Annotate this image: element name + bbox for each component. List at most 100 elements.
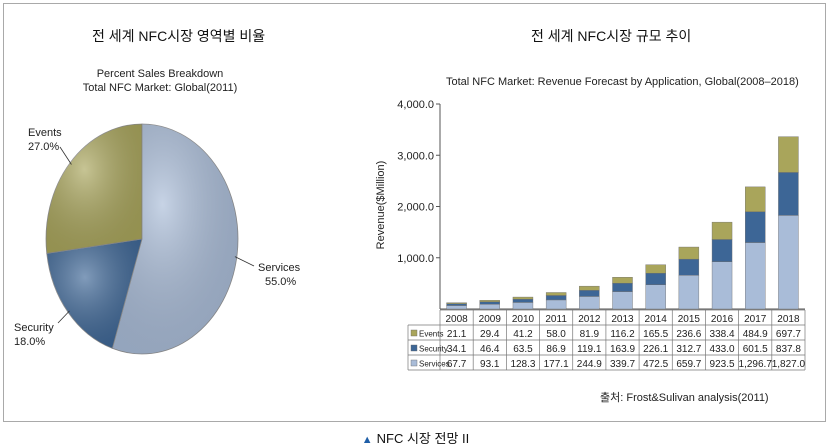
bar-security-2016 bbox=[711, 239, 733, 262]
legend-swatch-security bbox=[410, 344, 418, 352]
bar-events-2008 bbox=[446, 302, 467, 304]
data-label-services: 128.3 bbox=[510, 359, 535, 370]
data-label-services: 659.7 bbox=[676, 359, 701, 370]
data-label-security: 34.1 bbox=[447, 344, 467, 355]
y-tick-label: 4,000.0 bbox=[397, 99, 434, 111]
data-label-events: 338.4 bbox=[710, 329, 735, 340]
bar-events-2010 bbox=[512, 296, 534, 300]
bar-security-2012 bbox=[579, 290, 600, 297]
legend-swatch-events bbox=[410, 329, 418, 337]
data-label-services: 93.1 bbox=[480, 359, 500, 370]
pie-slice-shade-services bbox=[112, 124, 239, 354]
bar-services-2012 bbox=[579, 296, 600, 310]
x-tick-label: 2013 bbox=[611, 314, 634, 325]
source-note: 출처: Frost&Sulivan analysis(2011) bbox=[600, 392, 769, 404]
bar-security-2014 bbox=[645, 272, 666, 285]
bar-events-2011 bbox=[545, 292, 567, 296]
legend-label-security: Security bbox=[419, 345, 448, 354]
x-tick-label: 2015 bbox=[678, 314, 701, 325]
x-tick-label: 2010 bbox=[512, 314, 535, 325]
x-tick-label: 2016 bbox=[711, 314, 734, 325]
data-label-services: 923.5 bbox=[710, 359, 735, 370]
bar-events-2009 bbox=[479, 300, 500, 303]
bar-events-2017 bbox=[745, 186, 766, 212]
pie-slice-shade-events bbox=[46, 123, 142, 254]
data-label-services: 244.9 bbox=[577, 359, 602, 370]
x-tick-label: 2011 bbox=[545, 314, 567, 325]
y-tick-label: 1,000.0 bbox=[397, 253, 434, 265]
right-heading: 전 세계 NFC시장 규모 추이 bbox=[531, 28, 692, 44]
bar-security-2008 bbox=[446, 303, 467, 306]
left-heading: 전 세계 NFC시장 영역별 비율 bbox=[92, 28, 266, 44]
data-label-security: 837.8 bbox=[776, 344, 801, 355]
caption-text: NFC 시장 전망 II bbox=[376, 431, 470, 446]
y-tick-label: 2,000.0 bbox=[397, 202, 434, 214]
bar-security-2018 bbox=[778, 172, 799, 216]
data-label-security: 226.1 bbox=[643, 344, 668, 355]
legend-label-events: Events bbox=[419, 330, 443, 339]
bar-services-2018 bbox=[778, 215, 799, 310]
pie-label-services: Services bbox=[258, 262, 301, 274]
pie-subtitle: Total NFC Market: Global(2011) bbox=[82, 82, 238, 94]
bar-services-2016 bbox=[711, 261, 733, 310]
bar-security-2010 bbox=[512, 298, 534, 303]
x-tick-label: 2008 bbox=[445, 314, 468, 325]
bar-services-2015 bbox=[678, 274, 700, 310]
x-tick-label: 2018 bbox=[777, 314, 800, 325]
bar-services-2011 bbox=[545, 299, 567, 310]
data-label-security: 433.0 bbox=[710, 344, 735, 355]
data-label-events: 165.5 bbox=[643, 329, 668, 340]
data-label-events: 81.9 bbox=[580, 329, 600, 340]
bar-events-2014 bbox=[645, 264, 666, 274]
bar-services-2008 bbox=[446, 305, 467, 310]
bar-events-2016 bbox=[711, 221, 733, 240]
pie-leader-events bbox=[59, 146, 72, 165]
x-tick-label: 2009 bbox=[479, 314, 502, 325]
bar-events-2015 bbox=[678, 246, 700, 260]
bar-events-2013 bbox=[612, 277, 633, 284]
data-label-events: 236.6 bbox=[676, 329, 701, 340]
figure-caption: ▲ NFC 시장 전망 II bbox=[0, 428, 831, 447]
pie-value-services: 55.0% bbox=[265, 276, 296, 288]
data-label-services: 67.7 bbox=[447, 359, 467, 370]
bar-security-2009 bbox=[479, 301, 500, 305]
bar-security-2015 bbox=[678, 258, 700, 276]
pie-value-events: 27.0% bbox=[28, 141, 59, 153]
bar-services-2010 bbox=[512, 302, 534, 310]
pie-slice-shade-security bbox=[46, 239, 142, 349]
data-label-services: 1,296.7 bbox=[739, 359, 773, 370]
bar-events-2018 bbox=[778, 136, 799, 173]
data-label-services: 339.7 bbox=[610, 359, 635, 370]
x-tick-label: 2014 bbox=[645, 314, 668, 325]
data-label-events: 116.2 bbox=[610, 329, 635, 340]
data-label-security: 46.4 bbox=[480, 344, 500, 355]
data-label-services: 1,827.0 bbox=[772, 359, 806, 370]
bar-security-2017 bbox=[745, 211, 766, 243]
legend-swatch-services bbox=[410, 359, 418, 367]
legend-label-services: Services bbox=[419, 360, 450, 369]
data-label-events: 21.1 bbox=[447, 329, 467, 340]
x-tick-label: 2012 bbox=[578, 314, 601, 325]
data-label-events: 29.4 bbox=[480, 329, 500, 340]
caption-marker: ▲ bbox=[361, 434, 373, 446]
data-label-security: 86.9 bbox=[546, 344, 566, 355]
pie-leader-security bbox=[57, 310, 70, 324]
data-label-security: 163.9 bbox=[610, 344, 635, 355]
data-label-services: 472.5 bbox=[643, 359, 668, 370]
pie-leader-services bbox=[234, 256, 255, 267]
x-tick-label: 2017 bbox=[744, 314, 767, 325]
pie-label-security: Security bbox=[14, 322, 54, 334]
bar-security-2011 bbox=[545, 295, 567, 301]
data-label-security: 119.1 bbox=[577, 344, 602, 355]
bar-security-2013 bbox=[612, 282, 633, 292]
y-axis-label: Revenue($Million) bbox=[375, 161, 387, 250]
pie-label-events: Events bbox=[28, 127, 62, 139]
bar-chart-title: Total NFC Market: Revenue Forecast by Ap… bbox=[446, 76, 799, 88]
data-label-security: 312.7 bbox=[676, 344, 701, 355]
data-label-security: 601.5 bbox=[743, 344, 768, 355]
bar-services-2017 bbox=[745, 242, 766, 310]
data-label-events: 41.2 bbox=[513, 329, 533, 340]
bar-services-2013 bbox=[612, 291, 633, 310]
